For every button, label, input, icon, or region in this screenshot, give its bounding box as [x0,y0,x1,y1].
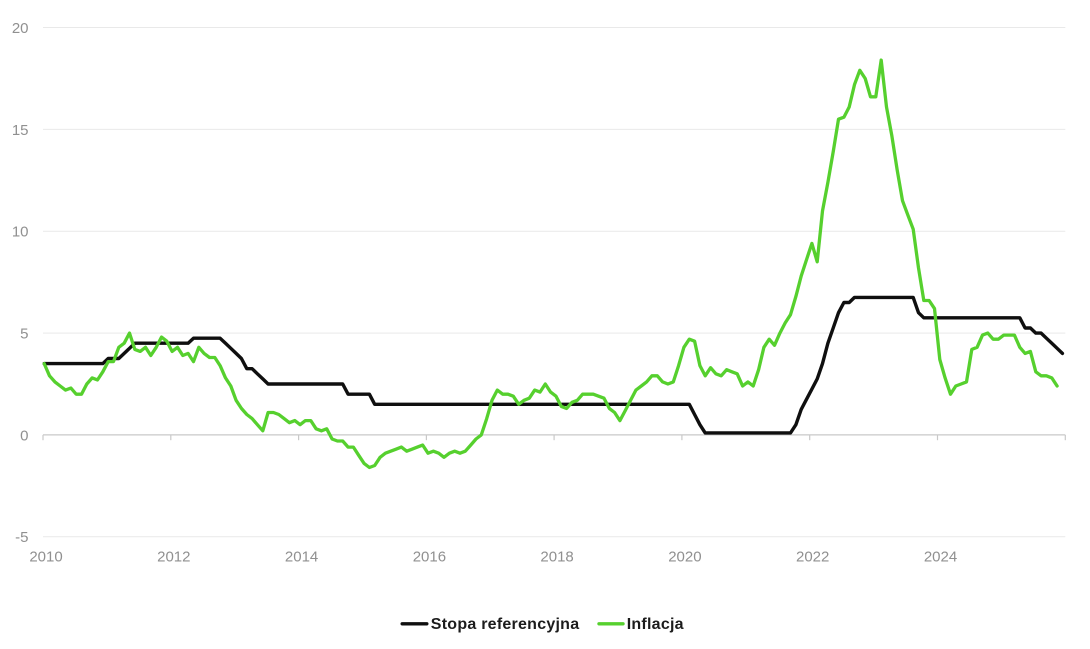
svg-text:15: 15 [12,122,29,139]
svg-text:-5: -5 [15,529,28,546]
svg-text:2018: 2018 [540,549,573,566]
svg-text:Inflacja: Inflacja [627,616,684,633]
svg-text:2012: 2012 [157,549,190,566]
svg-text:2024: 2024 [924,549,957,566]
svg-text:10: 10 [12,224,29,241]
svg-text:2016: 2016 [413,549,446,566]
svg-text:2020: 2020 [668,549,701,566]
svg-text:2010: 2010 [29,549,62,566]
svg-text:2022: 2022 [796,549,829,566]
svg-text:5: 5 [20,326,28,343]
svg-text:2014: 2014 [285,549,318,566]
svg-text:Stopa referencyjna: Stopa referencyjna [431,616,580,633]
svg-text:0: 0 [20,427,28,444]
svg-text:20: 20 [12,20,29,37]
